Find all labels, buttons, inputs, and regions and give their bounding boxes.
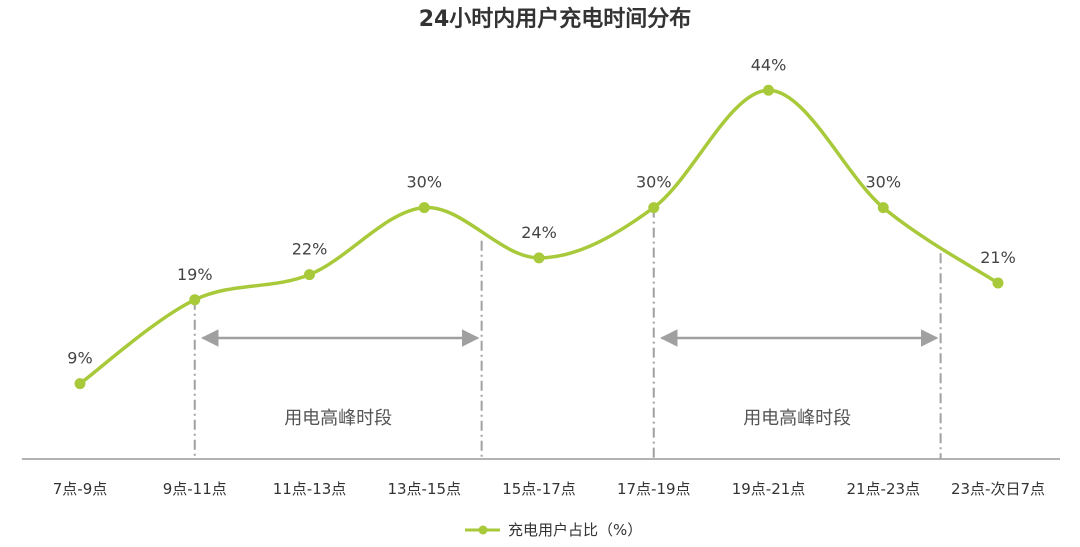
data-point [992, 277, 1004, 289]
data-point [648, 202, 660, 214]
x-tick-label: 15点-17点 [502, 480, 576, 498]
x-tick-label: 19点-21点 [732, 480, 806, 498]
chart-title: 24小时内用户充电时间分布 [419, 6, 692, 32]
data-label: 24% [521, 223, 557, 242]
data-label: 9% [67, 349, 92, 368]
data-label: 21% [980, 248, 1016, 267]
series-line [78, 88, 1000, 386]
x-tick-label: 17点-19点 [617, 480, 691, 498]
annotations: 用电高峰时段 用电高峰时段 [193, 207, 942, 459]
annotation-label: 用电高峰时段 [284, 408, 392, 429]
x-tick-label: 7点-9点 [53, 480, 108, 498]
x-tick-label: 9点-11点 [163, 480, 227, 498]
data-labels: 9% 19% 22% 30% 24% 30% 44% 30% 21% [67, 55, 1015, 367]
legend-label: 充电用户占比（%） [508, 521, 642, 539]
data-point [877, 202, 889, 214]
data-point [304, 269, 315, 281]
x-tick-label: 11点-13点 [273, 480, 347, 498]
data-point [763, 84, 774, 96]
data-point [418, 202, 430, 214]
data-points [74, 84, 1004, 390]
data-point [189, 294, 201, 306]
legend-swatch-marker [478, 525, 488, 535]
annotation-label: 用电高峰时段 [743, 408, 851, 429]
x-tick-label: 23点-次日7点 [951, 480, 1045, 498]
x-tick-label: 21点-23点 [846, 480, 920, 498]
data-label: 44% [751, 55, 787, 74]
data-label: 22% [292, 240, 328, 259]
x-tick-labels: 7点-9点 9点-11点 11点-13点 13点-15点 15点-17点 17点-19点 1… [53, 480, 1045, 498]
data-label: 30% [636, 173, 672, 192]
data-label: 30% [865, 173, 901, 192]
data-point [74, 378, 86, 390]
data-label: 30% [406, 173, 442, 192]
data-label: 19% [177, 265, 213, 284]
data-point [533, 252, 545, 264]
legend: 充电用户占比（%） [465, 521, 642, 539]
x-tick-label: 13点-15点 [387, 480, 461, 498]
